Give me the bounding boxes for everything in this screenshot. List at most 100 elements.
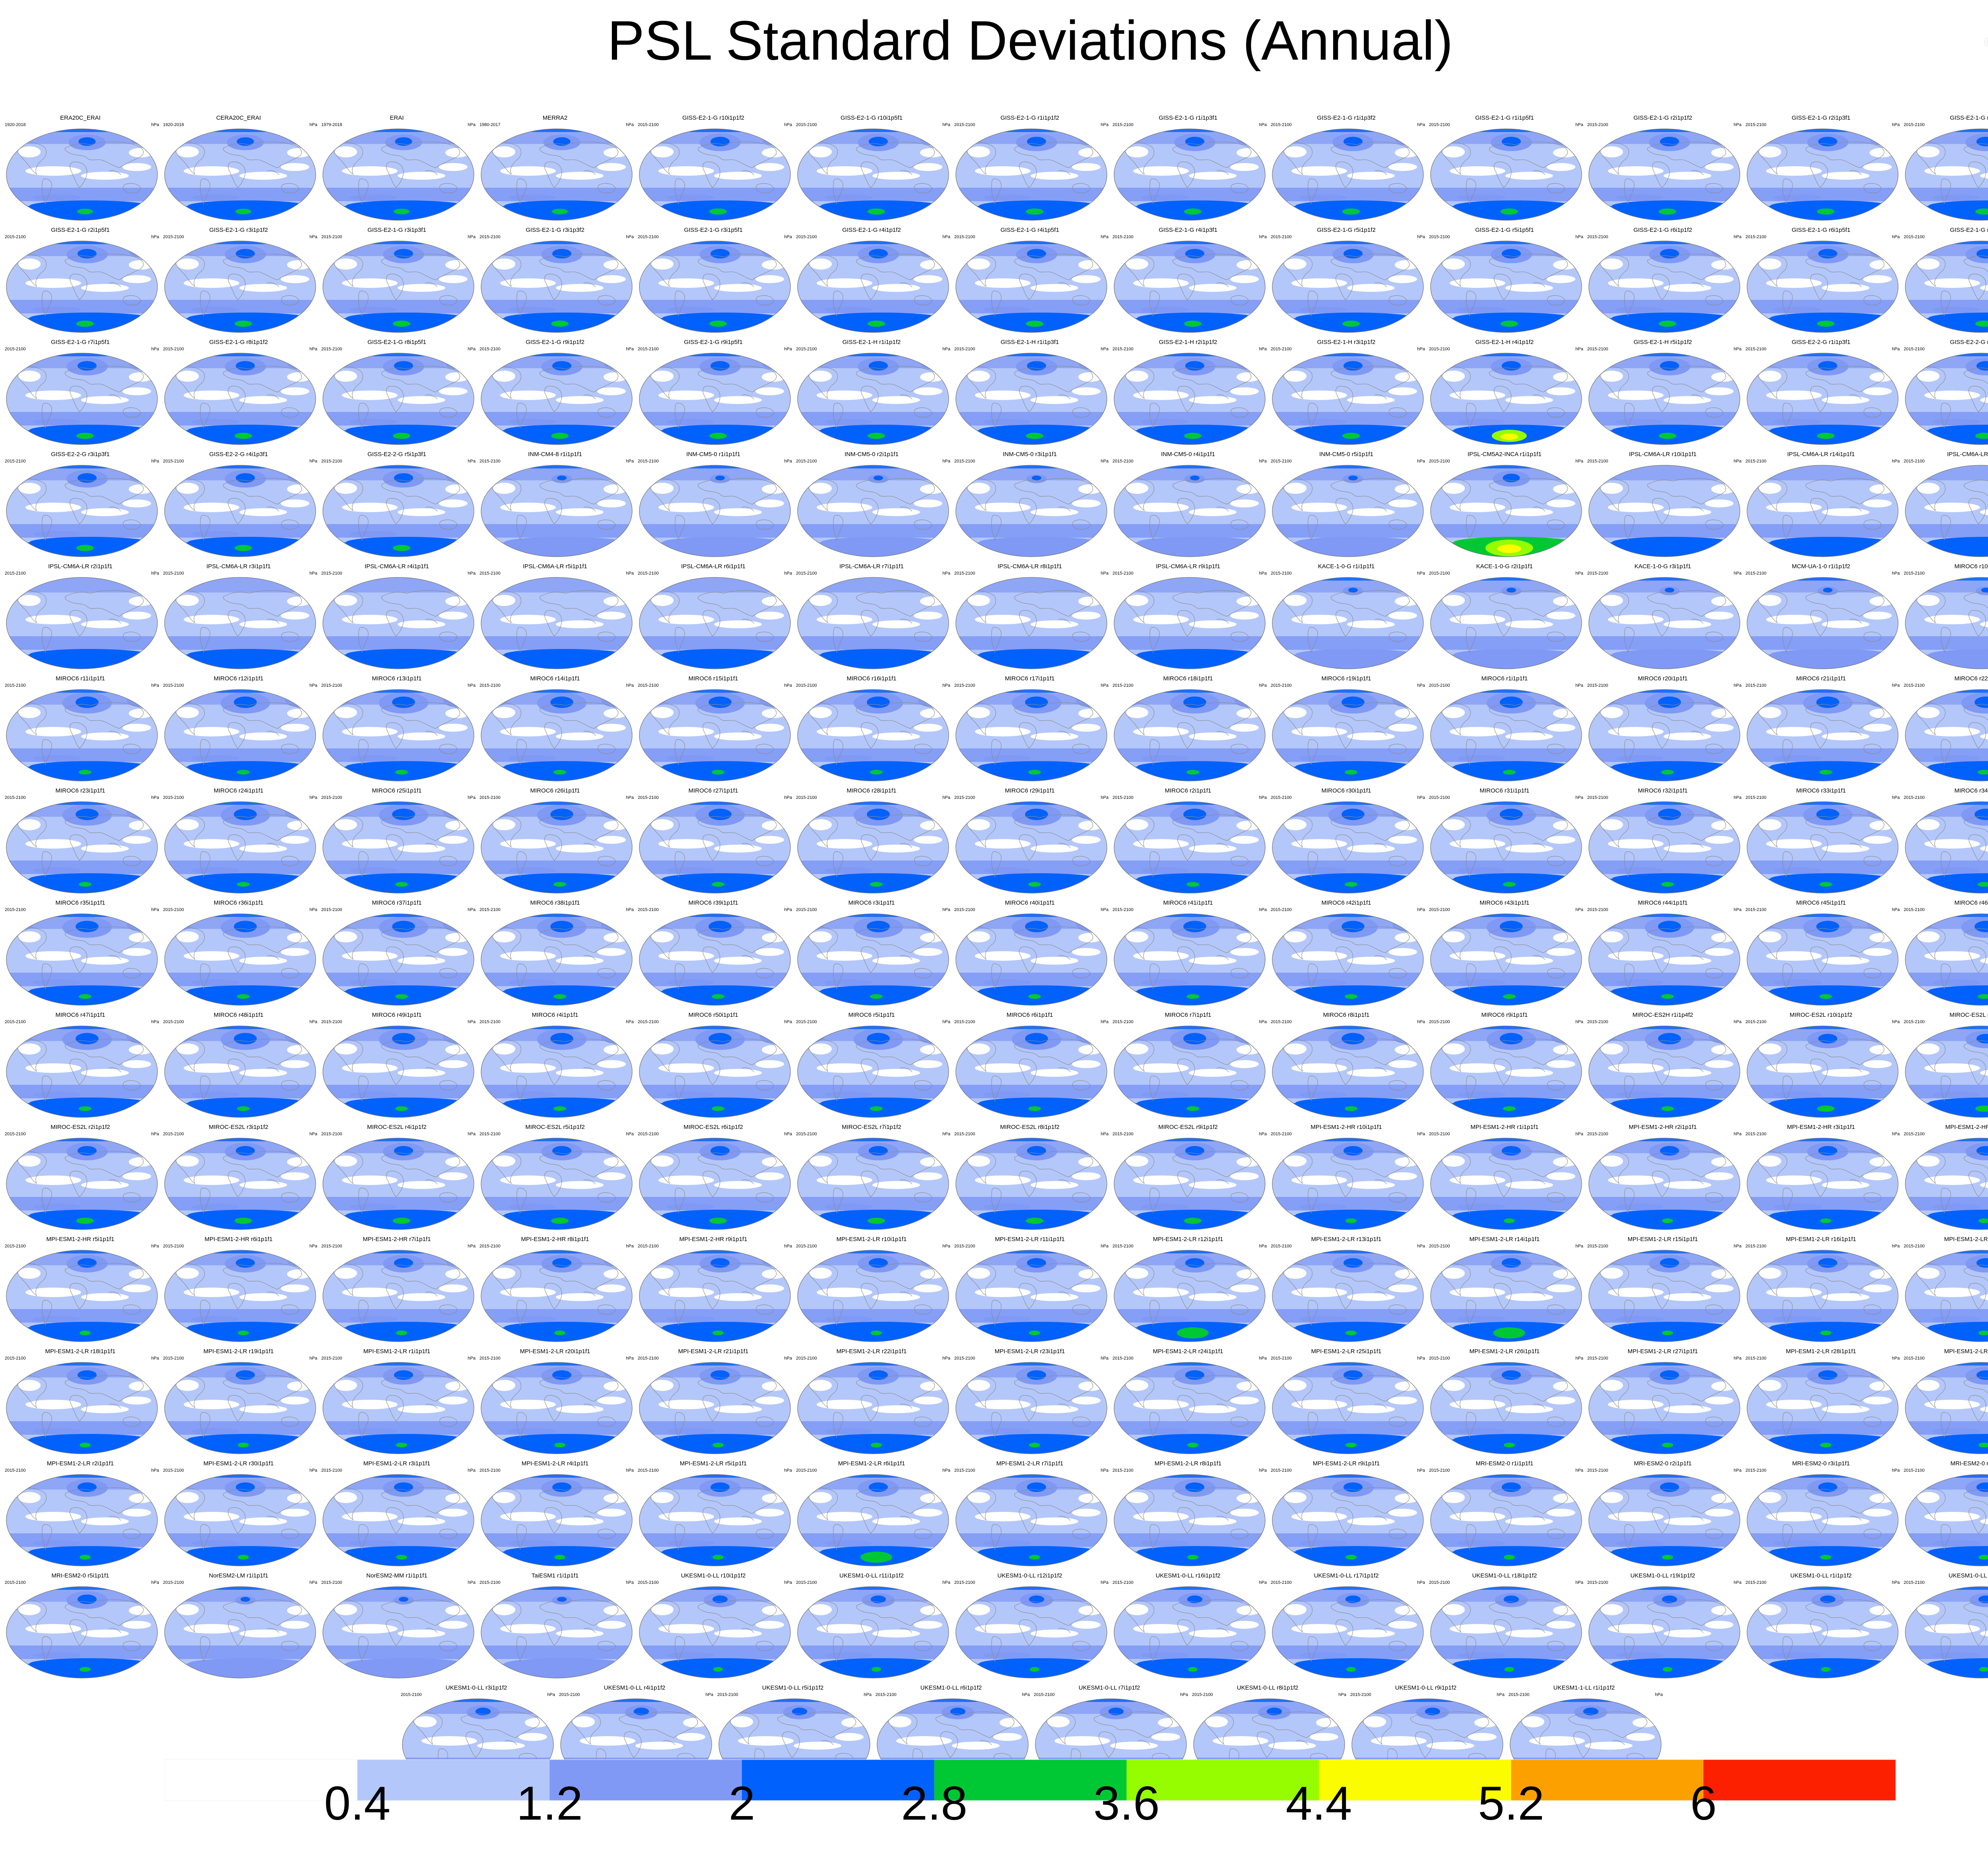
panel-units: hPa: [1417, 1244, 1425, 1249]
panel-units: hPa: [1892, 122, 1900, 127]
panel-title: MIROC-ES2L r9i1p1f2: [1158, 1124, 1218, 1131]
map-projection: [164, 1250, 316, 1342]
panel-years: 2015-2100: [1429, 571, 1450, 576]
map-panel: MPI-ESM1-2-LR r27i1p1f1 2015-2100 hPa: [1583, 1348, 1742, 1456]
map-projection: [955, 353, 1107, 445]
map-projection: [1272, 1362, 1424, 1454]
panel-units: hPa: [626, 683, 634, 688]
map-projection: [1905, 1474, 1988, 1566]
panel-years: 2015-2100: [796, 459, 817, 464]
panel-years: 2015-2100: [1429, 1132, 1450, 1136]
map-panel: GISS-E2-1-G r4i1p5f1 2015-2100 hPa: [950, 227, 1109, 335]
map-panel: MIROC6 r42i1p1f1 2015-2100 hPa: [1267, 899, 1426, 1008]
map-projection: [1747, 1138, 1899, 1230]
panel-years: 2015-2100: [1112, 235, 1134, 239]
panel-years: 2015-2100: [1112, 1244, 1134, 1249]
panel-years: 2015-2100: [1587, 235, 1608, 239]
panel-years: 2015-2100: [1112, 907, 1134, 912]
map-panel: MPI-ESM1-2-LR r7i1p1f1 2015-2100 hPa: [950, 1460, 1109, 1568]
map-projection: [481, 913, 633, 1006]
panel-title: GISS-E2-1-G r5i1p1f2: [1317, 227, 1376, 233]
map-projection: [797, 465, 949, 557]
panel-units: hPa: [151, 459, 159, 464]
map-panel: MIROC6 r9i1p1f1 2015-2100 hPa: [1425, 1012, 1584, 1120]
panel-units: hPa: [468, 1020, 476, 1024]
map-panel: MIROC6 r45i1p1f1 2015-2100 hPa: [1741, 899, 1901, 1008]
map-projection: [797, 353, 949, 445]
panel-years: 2015-2100: [796, 1132, 817, 1136]
panel-years: 2015-2100: [5, 1356, 26, 1361]
map-projection: [481, 1026, 633, 1118]
map-projection: [1905, 577, 1988, 669]
panel-years: 2015-2100: [321, 907, 342, 912]
panel-years: 2015-2100: [954, 459, 975, 464]
panel-years: 2015-2100: [1904, 347, 1925, 352]
map-panel: MIROC-ES2L r10i1p1f2 2015-2100 hPa: [1741, 1012, 1901, 1120]
panel-years: 2015-2100: [163, 459, 184, 464]
panel-units: hPa: [151, 122, 159, 127]
panel-units: hPa: [1022, 1692, 1030, 1697]
panel-years: 2015-2100: [163, 1132, 184, 1136]
panel-units: hPa: [151, 683, 159, 688]
panel-units: hPa: [1734, 1020, 1741, 1024]
panel-units: hPa: [1892, 683, 1900, 688]
panel-title: MPI-ESM1-2-LR r2i1p1f1: [47, 1460, 114, 1467]
panel-title: NorESM2-LM r1i1p1f1: [209, 1572, 268, 1579]
panel-title: MPI-ESM1-2-LR r20i1p1f1: [520, 1348, 590, 1355]
map-panel: MIROC6 r16i1p1f1 2015-2100 hPa: [792, 675, 951, 783]
map-projection: [6, 241, 158, 333]
panel-title: MIROC6 r24i1p1f1: [214, 787, 264, 794]
panel-title: MIROC6 r37i1p1f1: [372, 899, 422, 906]
map-projection: [1747, 689, 1899, 781]
panel-units: hPa: [1101, 1580, 1109, 1585]
map-projection: [1905, 1250, 1988, 1342]
panel-years: 2015-2100: [1904, 1020, 1925, 1024]
panel-years: 2015-2100: [321, 1468, 342, 1473]
panel-units: hPa: [784, 235, 792, 239]
panel-title: MIROC6 r16i1p1f1: [846, 675, 897, 682]
panel-title: GISS-E2-1-G r7i1p1f2: [1950, 227, 1988, 233]
panel-title: MIROC6 r14i1p1f1: [530, 675, 580, 682]
panel-years: 2015-2100: [1271, 235, 1292, 239]
colorbar-tick-label: 5.2: [1478, 1777, 1545, 1830]
panel-units: hPa: [1892, 795, 1900, 800]
panel-units: hPa: [1101, 1132, 1109, 1136]
map-projection: [164, 1026, 316, 1118]
map-projection: [1905, 913, 1988, 1006]
panel-years: 2015-2100: [1112, 1580, 1134, 1585]
panel-title: MIROC-ES2L r7i1p1f2: [842, 1124, 901, 1131]
panel-units: hPa: [626, 1132, 634, 1136]
panel-years: 2015-2100: [163, 1020, 184, 1024]
panel-years: 2015-2100: [1112, 1356, 1134, 1361]
panel-years: 2015-2100: [480, 1244, 501, 1249]
panel-years: 2015-2100: [1587, 1020, 1608, 1024]
panel-years: 2015-2100: [1112, 1468, 1134, 1473]
panel-title: GISS-E2-1-H r2i1p1f2: [1159, 339, 1217, 346]
panel-title: MIROC-ES2L r1i1p1f2: [1949, 1012, 1988, 1018]
panel-units: hPa: [1734, 1244, 1741, 1249]
panel-title: UKESM1-0-LL r6i1p1f2: [920, 1684, 982, 1691]
panel-title: MPI-ESM1-2-LR r25i1p1f1: [1311, 1348, 1382, 1355]
map-panel: CERA20C_ERAI 1920-2018 hPa: [159, 115, 318, 223]
panel-years: 2015-2100: [796, 1356, 817, 1361]
panel-title: GISS-E2-1-G r4i1p1f2: [842, 227, 901, 233]
panel-title: MPI-ESM1-2-LR r24i1p1f1: [1153, 1348, 1223, 1355]
panel-title: IPSL-CM6A-LR r1i1p1f1: [1947, 451, 1988, 458]
map-projection: [1114, 241, 1266, 333]
panel-units: hPa: [468, 1356, 476, 1361]
panel-title: MIROC6 r25i1p1f1: [372, 787, 422, 794]
panel-years: 2015-2100: [163, 683, 184, 688]
map-projection: [797, 689, 949, 781]
panel-years: 2015-2100: [638, 907, 659, 912]
panel-units: hPa: [784, 459, 792, 464]
panel-title: INM-CM5-0 r1i1p1f1: [686, 451, 740, 458]
panel-title: NorESM2-MM r1i1p1f1: [366, 1572, 427, 1579]
panel-title: GISS-E2-1-G r2i1p1f2: [1633, 115, 1692, 121]
panel-years: 2015-2100: [1587, 1356, 1608, 1361]
panel-title: GISS-E2-1-G r2i1p3f2: [1950, 115, 1988, 121]
panel-title: MPI-ESM1-2-LR r27i1p1f1: [1627, 1348, 1698, 1355]
map-panel: MPI-ESM1-2-LR r23i1p1f1 2015-2100 hPa: [950, 1348, 1109, 1456]
map-panel-grid: ERA20C_ERAI 1920-2018 hPa CERA20C_ERAI 1920-…: [5, 115, 1988, 1791]
